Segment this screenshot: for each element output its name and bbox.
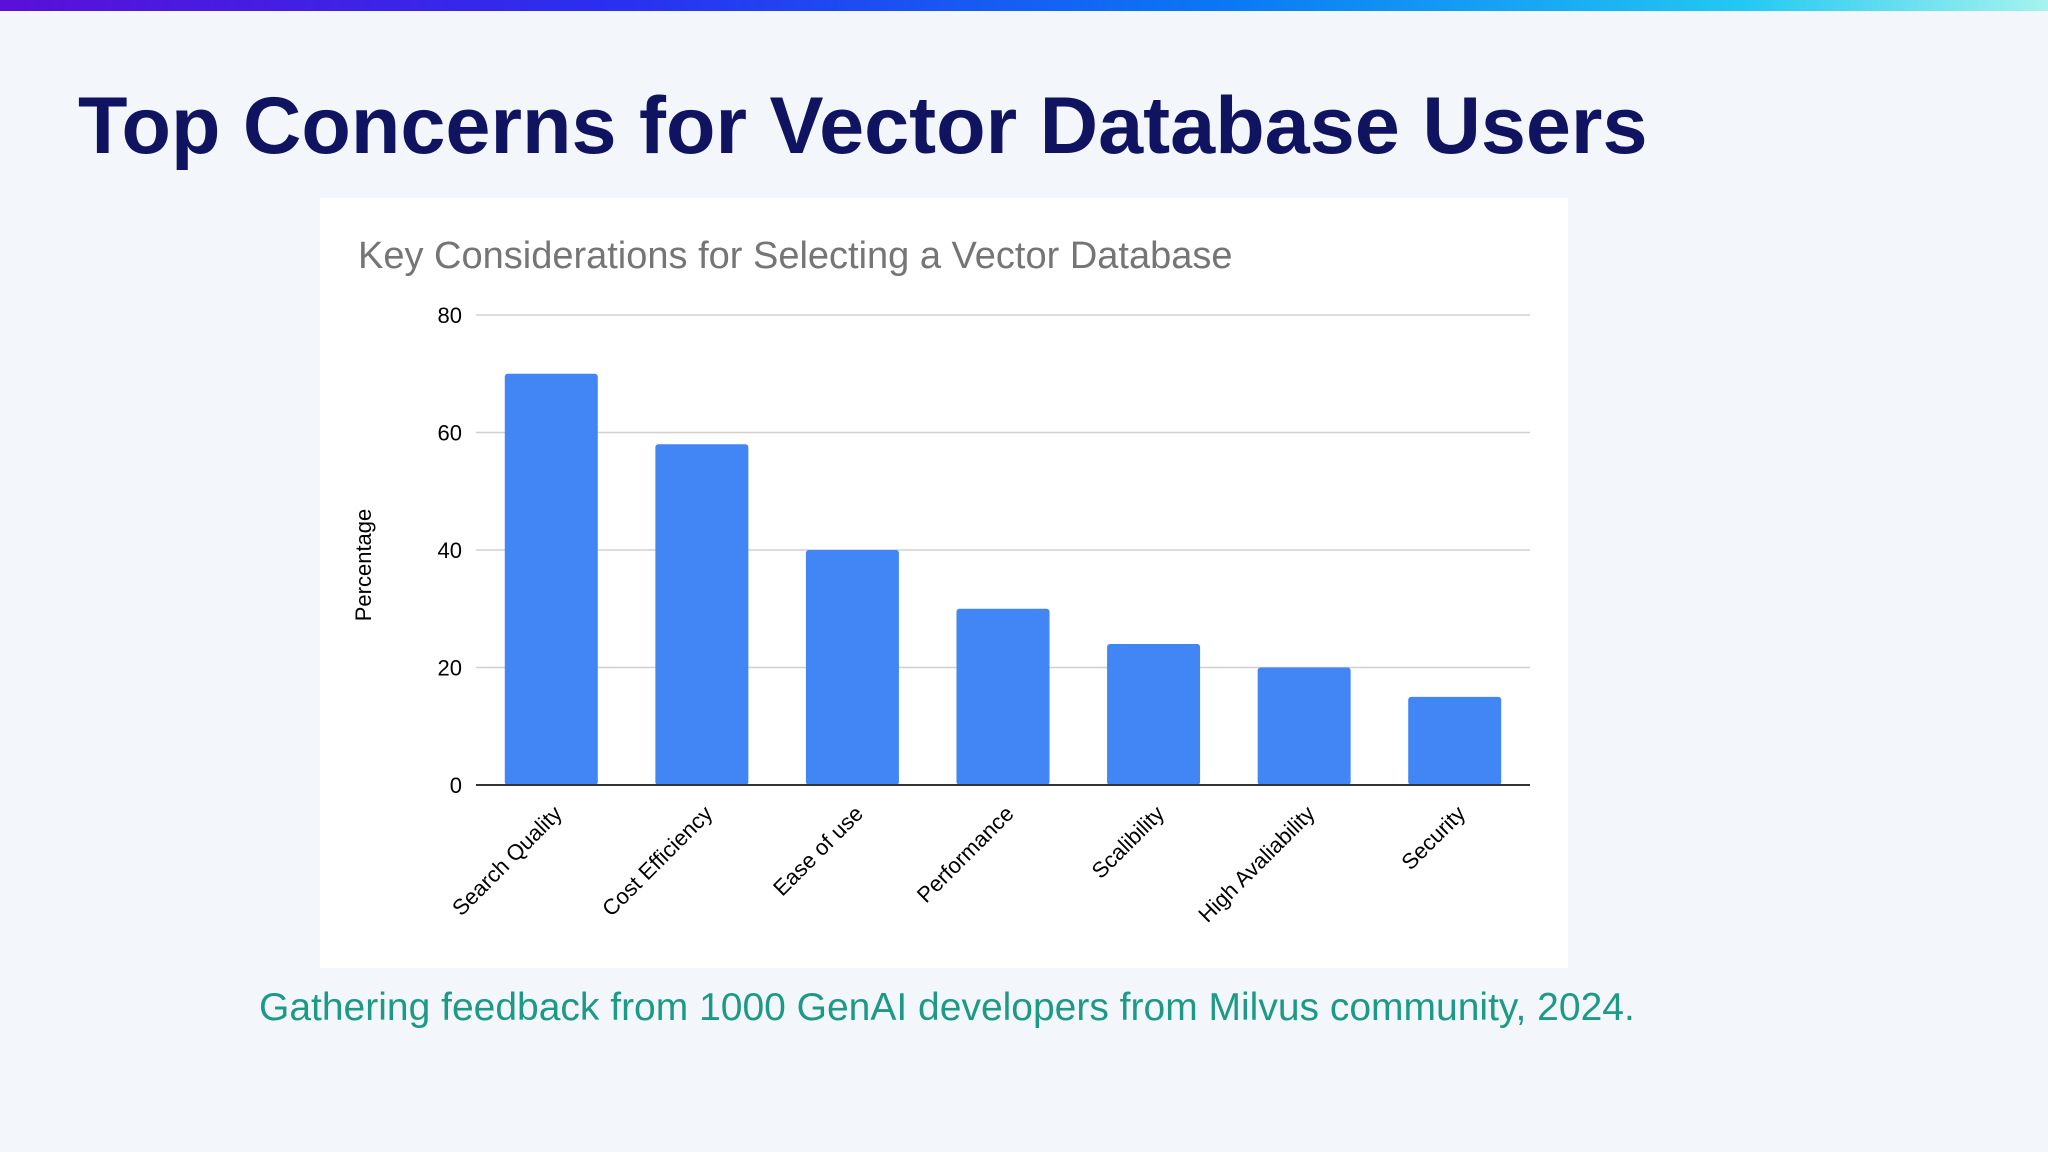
y-tick-label: 60 [438,421,462,446]
y-axis-label: Percentage [351,509,376,622]
bar-chart: Key Considerations for Selecting a Vecto… [351,235,1530,927]
caption: Gathering feedback from 1000 GenAI devel… [259,986,1635,1029]
x-tick-labels: Search Quality Cost Efficiency Ease of use… [447,801,1470,927]
x-tick-label: Search Quality [447,801,567,921]
bar-security [1408,696,1502,785]
chart-card: Key Considerations for Selecting a Vecto… [320,198,1568,968]
y-tick-label: 80 [438,303,462,328]
bars [504,373,1502,785]
y-tick-labels: 0 20 40 60 80 [438,303,462,798]
x-tick-label: Cost Efficiency [597,801,717,921]
y-tick-label: 20 [438,656,462,681]
x-tick-label: Security [1396,801,1470,875]
x-tick-label: High Avaliability [1193,801,1319,927]
x-tick-label: Ease of use [768,801,868,901]
bar-search-quality [504,373,598,785]
x-tick-label: Performance [912,801,1019,908]
y-tick-label: 40 [438,538,462,563]
x-tick-label: Scalibility [1087,801,1170,884]
bar-performance [956,608,1050,785]
bar-cost-efficiency [655,444,749,785]
chart-title: Key Considerations for Selecting a Vecto… [358,235,1233,277]
y-tick-label: 0 [450,773,462,798]
slide-title: Top Concerns for Vector Database Users [78,81,1648,171]
bar-scalibility [1107,644,1201,785]
top-gradient-bar [0,0,2048,11]
bar-ease-of-use [805,550,899,785]
bar-high-avaliability [1257,667,1351,785]
